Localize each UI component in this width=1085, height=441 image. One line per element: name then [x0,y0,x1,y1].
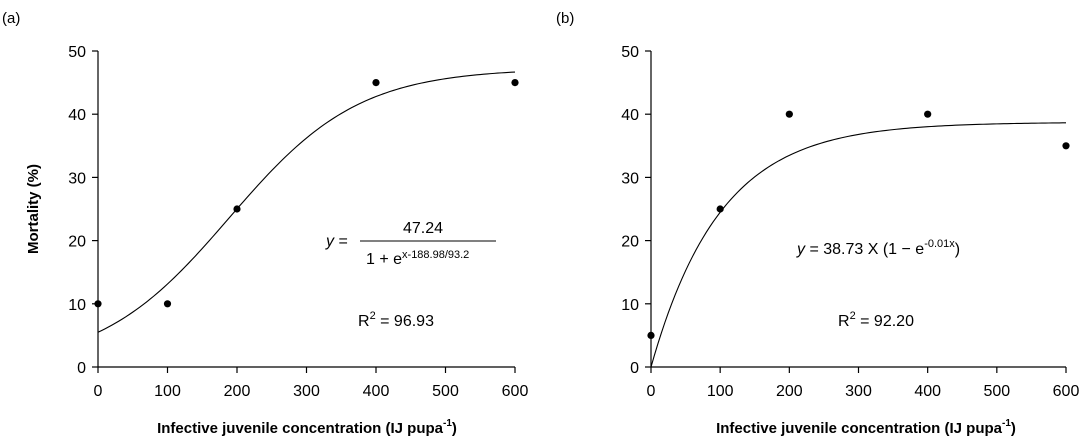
panel-a-x-axis-title-sup: -1 [443,418,452,429]
panel-b-y-tick-label: 0 [630,360,639,377]
panel-a-points [94,79,519,308]
panel-b-x-tick-label: 0 [647,383,656,400]
r2-b-label: R [838,313,850,330]
panel-a-data-point [94,300,102,308]
svg-text:y =: y = [325,233,348,250]
panel-a-y-tick-label: 50 [68,44,86,61]
eq-b-body: = 38.73 X (1 − e [805,241,924,258]
r2-a-value: = 96.93 [376,313,434,330]
panel-b-y-tick-label: 30 [621,170,639,187]
panel-b-x-tick-label: 500 [983,383,1010,400]
r2-b-value: = 92.20 [856,313,914,330]
panel-b-data-point [716,205,724,213]
panel-b-x-axis-title: Infective juvenile concentration (IJ pup… [716,420,1003,437]
eq-a-numerator: 47.24 [403,220,443,237]
eq-a-denominator: 1 + e [366,251,402,268]
panel-b-data-point [647,331,655,339]
eq-a-yvar: y [325,233,335,250]
r2-b-sup: 2 [850,310,856,322]
panel-a-fit-curve [97,71,516,333]
y-axis-title: Mortality (%) [25,164,42,254]
eq-a-exponent: x-188.98/93.2 [402,249,469,261]
panel-b-y-tick-label: 20 [621,234,639,251]
panel-b-y-tick-label: 40 [621,107,639,124]
panel-label-a: (a) [2,10,20,27]
panel-b-points [647,110,1070,339]
panel-a-x-tick-label: 400 [363,383,390,400]
panel-a-data-point [372,79,380,87]
panel-a-y-tick-label: 10 [68,297,86,314]
panel-a-y-tick-label: 40 [68,107,86,124]
eq-a-equals: = [334,233,348,250]
panel-b-x-tick-label: 300 [845,383,872,400]
panel-a-x-tick-label: 300 [293,383,320,400]
panel-a-y-tick-label: 0 [77,360,86,377]
svg-text:Infective juvenile concentrati: Infective juvenile concentration (IJ pup… [157,418,457,437]
panel-a-x-tick-label: 200 [224,383,251,400]
svg-text:1 + ex-188.98/93.2: 1 + ex-188.98/93.2 [366,249,469,268]
panel-b-x-tick-label: 600 [1053,383,1080,400]
panel-a-y-tick-label: 30 [68,170,86,187]
eq-b-close: ) [955,241,960,258]
panel-a-x-tick-label: 500 [432,383,459,400]
panel-b-y-tick-label: 10 [621,297,639,314]
panel-b-x-tick-label: 100 [707,383,734,400]
panel-a-axes: 0 10 20 30 40 50 0 100 200 300 400 500 600 [68,44,528,400]
panel-b-x-tick-label: 400 [914,383,941,400]
r2-a-sup: 2 [370,310,376,322]
svg-text:Infective juvenile concentrati: Infective juvenile concentration (IJ pup… [716,418,1016,437]
panel-b-data-point [785,110,793,118]
panel-b-data-point [1062,142,1070,150]
svg-text:R2 = 96.93: R2 = 96.93 [358,310,434,330]
svg-text:y = 38.73 X (1 − e-0.01x): y = 38.73 X (1 − e-0.01x) [796,238,960,258]
panel-label-b: (b) [556,10,574,27]
panel-a-x-tick-label: 0 [94,383,103,400]
panel-b-x-axis-title-end: ) [1011,420,1016,437]
panel-b-equation: y = 38.73 X (1 − e-0.01x) R2 = 92.20 [796,238,960,330]
panel-b-axes: 0 10 20 30 40 50 0 100 200 300 400 500 600 [621,44,1079,400]
panel-b-x-tick-label: 200 [776,383,803,400]
panel-b-y-tick-label: 50 [621,44,639,61]
panel-b-x-axis-title-sup: -1 [1002,418,1011,429]
panel-a-x-axis-title-end: ) [452,420,457,437]
panel-a-x-axis-title: Infective juvenile concentration (IJ pup… [157,420,444,437]
panel-a-x-tick-label: 600 [502,383,529,400]
svg-text:R2 = 92.20: R2 = 92.20 [838,310,914,330]
panel-a-equation: y = 47.24 1 + ex-188.98/93.2 R2 = 96.93 [325,220,496,330]
panel-a-x-tick-label: 100 [154,383,181,400]
panel-a-data-point [233,205,241,213]
eq-b-yvar: y [796,241,806,258]
panel-b-data-point [924,110,932,118]
panel-a-y-tick-label: 20 [68,234,86,251]
panel-a-data-point [511,79,519,87]
r2-a-label: R [358,313,370,330]
panel-a-data-point [163,300,172,308]
eq-b-exponent: -0.01x [924,238,955,250]
